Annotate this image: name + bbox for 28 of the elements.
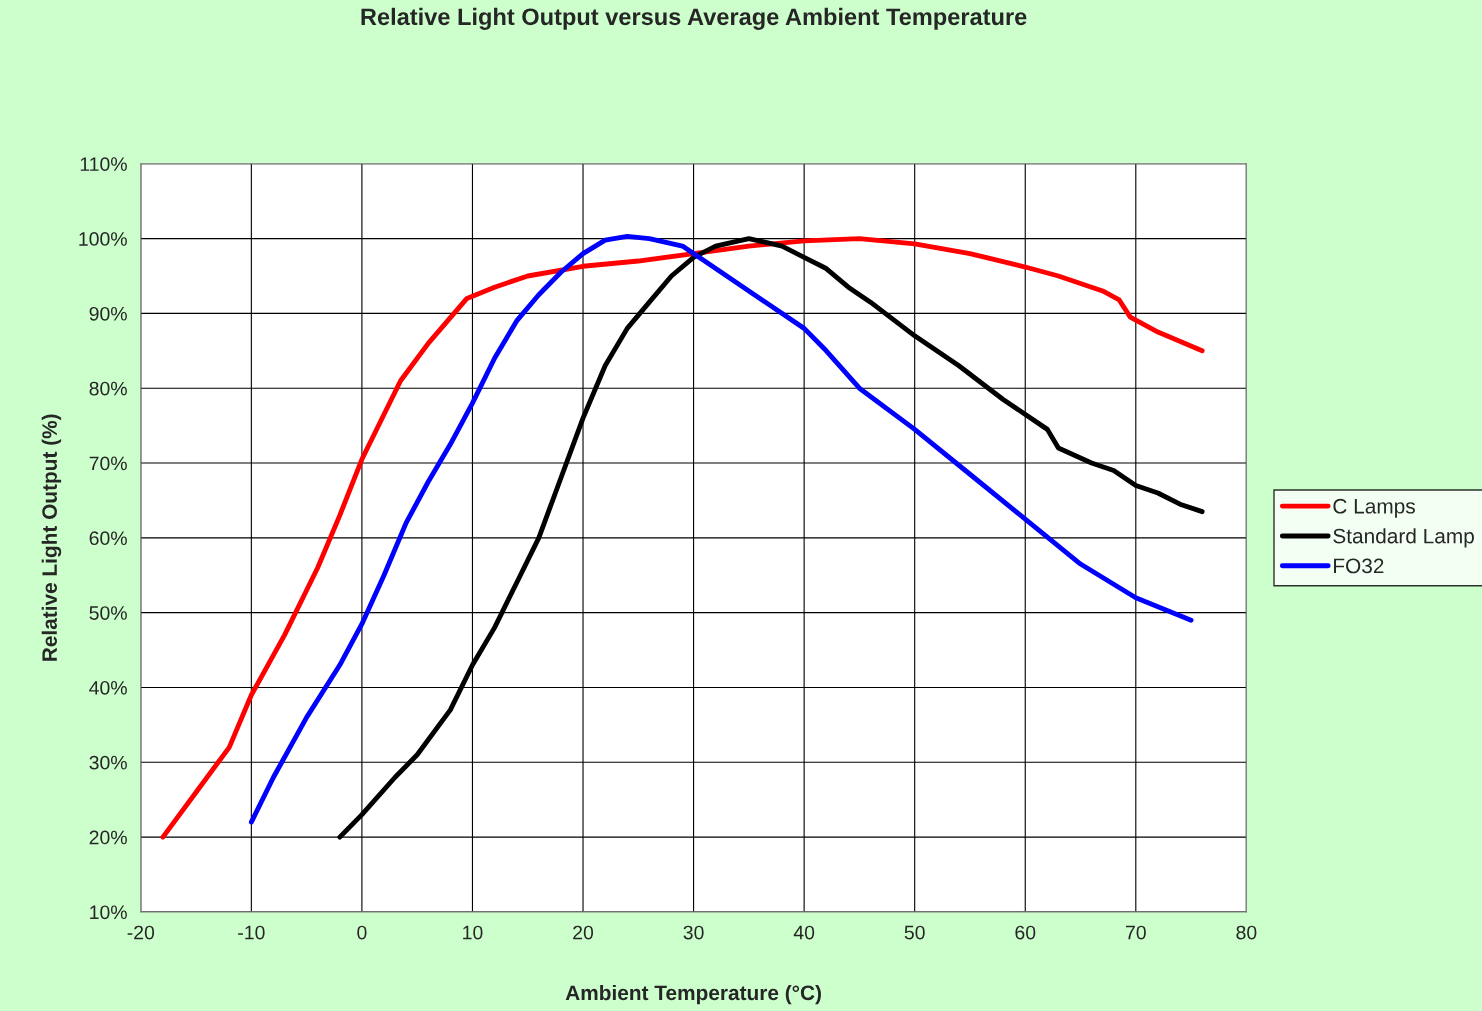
legend-label: C Lamps [1333,498,1415,518]
y-tick-label: 30% [89,755,127,770]
y-tick-label: 40% [89,680,127,695]
y-tick-label: 60% [89,531,127,546]
x-tick-label: 50 [904,925,925,940]
x-tick-label: 10 [463,925,483,940]
y-tick-label: 110% [80,157,127,172]
x-tick-label: 80 [1236,925,1257,940]
x-tick-label: -20 [127,925,155,940]
x-tick-label: 40 [793,925,815,940]
y-tick-label: 100% [79,232,127,246]
chart-title: Relative Light Output versus Average Ambient Temperature [361,7,1027,30]
y-tick-label: 10% [90,905,127,920]
x-tick-label: 30 [683,925,704,940]
y-tick-label: 80% [89,381,127,396]
y-tick-label: 70% [89,456,127,471]
x-tick-label: -10 [238,925,265,940]
x-tick-label: 60 [1015,925,1036,940]
legend-label: FO32 [1334,558,1384,574]
x-tick-label: 70 [1125,925,1146,940]
legend-label: Standard Lamp [1333,528,1474,548]
y-tick-label: 50% [89,606,127,620]
y-axis-title: Relative Light Output (%) [41,414,62,661]
x-axis-title: Ambient Temperature (°C) [565,984,821,1005]
x-tick-label: 0 [357,925,367,940]
x-tick-label: 20 [573,925,594,940]
y-tick-label: 20% [89,830,127,845]
y-tick-label: 90% [89,306,127,321]
